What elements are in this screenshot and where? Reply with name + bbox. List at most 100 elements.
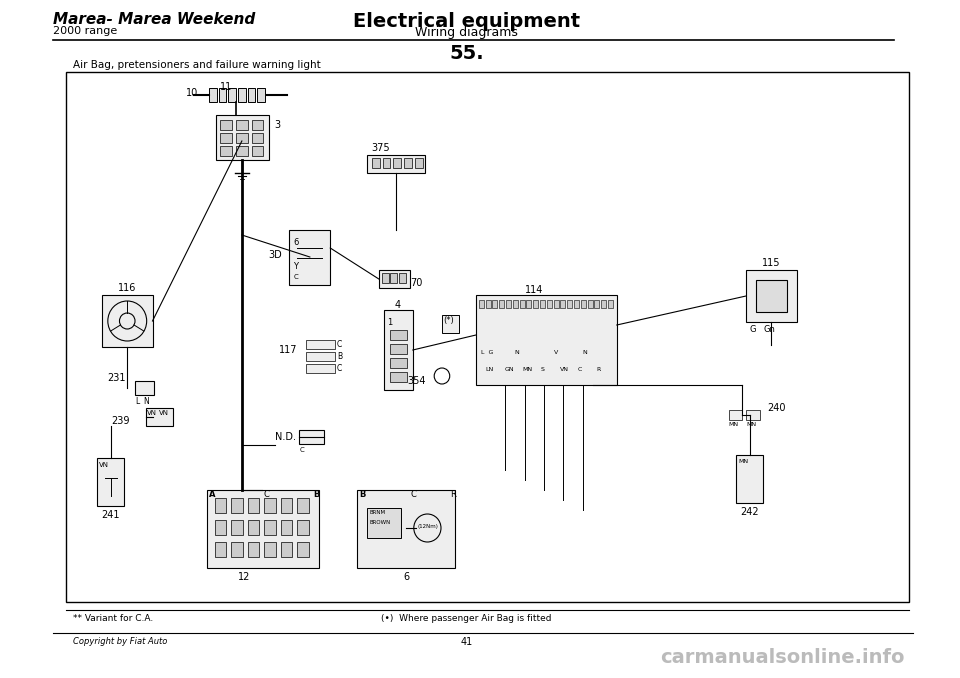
- Text: 12: 12: [238, 572, 250, 582]
- Bar: [238, 88, 246, 102]
- Bar: [372, 158, 380, 168]
- Bar: [207, 490, 319, 568]
- Bar: [252, 133, 263, 143]
- Bar: [561, 300, 565, 308]
- Bar: [97, 458, 125, 506]
- Text: (•)  Where passenger Air Bag is fitted: (•) Where passenger Air Bag is fitted: [381, 614, 551, 623]
- Text: 3: 3: [274, 120, 280, 130]
- Bar: [298, 520, 309, 535]
- Bar: [390, 358, 407, 368]
- Text: R: R: [449, 490, 456, 499]
- Text: (12Nm): (12Nm): [418, 524, 439, 529]
- Text: 115: 115: [762, 258, 780, 268]
- Bar: [264, 542, 276, 557]
- Bar: [257, 88, 265, 102]
- Bar: [588, 300, 592, 308]
- Text: B: B: [337, 352, 342, 361]
- Text: N.D.: N.D.: [275, 432, 296, 442]
- Bar: [236, 120, 248, 130]
- Bar: [280, 542, 293, 557]
- Text: VN: VN: [560, 367, 568, 372]
- Text: Y: Y: [294, 262, 299, 271]
- Bar: [547, 300, 552, 308]
- Bar: [476, 295, 617, 385]
- Bar: [415, 158, 422, 168]
- Text: Copyright by Fiat Auto: Copyright by Fiat Auto: [73, 637, 167, 646]
- Text: 55.: 55.: [449, 44, 484, 63]
- Text: C: C: [337, 340, 343, 349]
- Bar: [506, 300, 511, 308]
- Bar: [264, 498, 276, 513]
- Bar: [221, 120, 232, 130]
- Text: N: N: [143, 397, 149, 406]
- Text: VN: VN: [99, 462, 109, 468]
- Text: Gn: Gn: [763, 325, 776, 334]
- Bar: [379, 270, 410, 288]
- Text: VN: VN: [159, 410, 169, 416]
- Bar: [581, 300, 586, 308]
- Bar: [228, 88, 236, 102]
- Text: B: B: [359, 490, 366, 499]
- Bar: [442, 315, 460, 333]
- Bar: [209, 88, 217, 102]
- Text: LN: LN: [486, 367, 494, 372]
- Text: N: N: [515, 350, 519, 355]
- Bar: [513, 300, 517, 308]
- Text: C: C: [411, 490, 417, 499]
- Text: Wiring diagrams: Wiring diagrams: [415, 26, 517, 39]
- Text: 41: 41: [460, 637, 472, 647]
- Bar: [252, 120, 263, 130]
- Bar: [746, 410, 759, 420]
- Text: Marea- Marea Weekend: Marea- Marea Weekend: [54, 12, 255, 27]
- Bar: [215, 520, 227, 535]
- Bar: [384, 310, 413, 390]
- Text: N: N: [583, 350, 588, 355]
- Text: R: R: [596, 367, 601, 372]
- Bar: [236, 146, 248, 156]
- Bar: [756, 280, 787, 312]
- Bar: [135, 381, 155, 395]
- Text: A: A: [209, 490, 215, 499]
- Bar: [399, 273, 406, 283]
- Text: 242: 242: [740, 507, 759, 517]
- Text: Electrical equipment: Electrical equipment: [352, 12, 580, 31]
- Bar: [736, 455, 763, 503]
- Text: 10: 10: [185, 88, 198, 98]
- Bar: [306, 364, 335, 373]
- Bar: [533, 300, 539, 308]
- Text: BROWN: BROWN: [369, 520, 391, 525]
- Bar: [306, 340, 335, 349]
- Bar: [540, 300, 545, 308]
- Bar: [298, 542, 309, 557]
- Text: MN: MN: [522, 367, 533, 372]
- Text: MN: MN: [729, 422, 738, 427]
- Bar: [390, 330, 407, 340]
- Bar: [248, 498, 259, 513]
- Text: 354: 354: [407, 376, 425, 386]
- Bar: [280, 520, 293, 535]
- Text: 1: 1: [388, 318, 393, 327]
- Text: MN: MN: [738, 459, 749, 464]
- Text: 6: 6: [403, 572, 409, 582]
- Bar: [567, 300, 572, 308]
- Bar: [526, 300, 531, 308]
- Text: (*): (*): [443, 316, 454, 325]
- Bar: [390, 372, 407, 382]
- Text: C: C: [578, 367, 583, 372]
- Bar: [486, 300, 491, 308]
- Text: C: C: [337, 364, 343, 373]
- Bar: [264, 520, 276, 535]
- Bar: [219, 88, 227, 102]
- Bar: [479, 300, 484, 308]
- Bar: [248, 88, 255, 102]
- Bar: [394, 158, 401, 168]
- Bar: [574, 300, 579, 308]
- Bar: [215, 542, 227, 557]
- Text: 4: 4: [395, 300, 400, 310]
- Bar: [357, 490, 455, 568]
- Text: 239: 239: [111, 416, 131, 426]
- Bar: [231, 542, 243, 557]
- Text: 114: 114: [525, 285, 543, 295]
- Text: 231: 231: [107, 373, 126, 383]
- Bar: [594, 300, 599, 308]
